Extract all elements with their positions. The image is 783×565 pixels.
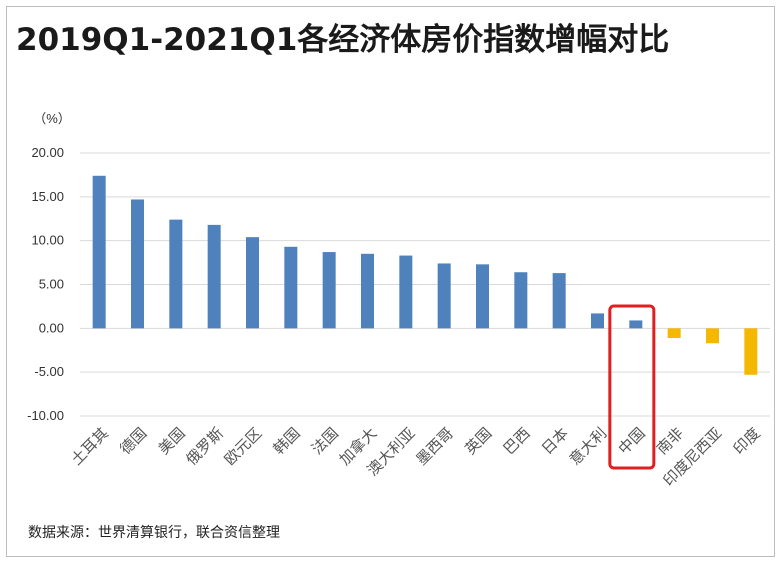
y-tick-label: 15.00 xyxy=(31,189,64,204)
data-source-note: 数据来源：世界清算银行，联合资信整理 xyxy=(28,525,280,541)
bar-巴西 xyxy=(514,272,528,329)
bar-意大利 xyxy=(591,313,604,329)
category-label: 巴西 xyxy=(500,424,534,458)
category-label: 欧元区 xyxy=(221,424,266,469)
category-label: 意大利 xyxy=(566,424,611,469)
category-label: 英国 xyxy=(461,424,495,458)
category-label: 韩国 xyxy=(270,424,304,458)
y-tick-label: 0.00 xyxy=(39,320,64,335)
bar-中国 xyxy=(629,320,643,329)
category-label: 墨西哥 xyxy=(412,424,457,469)
bar-土耳其 xyxy=(92,175,106,329)
bar-墨西哥 xyxy=(437,263,451,329)
category-label: 法国 xyxy=(308,424,342,458)
category-label: 美国 xyxy=(155,424,189,458)
category-label: 日本 xyxy=(538,424,572,458)
y-tick-label: -10.00 xyxy=(27,408,64,423)
bar-韩国 xyxy=(284,246,298,329)
category-label: 俄罗斯 xyxy=(182,424,227,469)
y-tick-label: -5.00 xyxy=(34,364,64,379)
y-tick-label: 10.00 xyxy=(31,233,64,248)
bar-澳大利亚 xyxy=(399,255,413,329)
y-axis-unit: （%） xyxy=(33,111,71,126)
bar-印度 xyxy=(744,328,758,375)
bar-日本 xyxy=(552,273,566,329)
category-label: 德国 xyxy=(116,424,150,458)
category-label: 土耳其 xyxy=(67,424,112,469)
category-label: 中国 xyxy=(615,424,649,458)
category-label: 印度 xyxy=(730,424,764,458)
bar-俄罗斯 xyxy=(207,224,221,329)
bar-欧元区 xyxy=(246,237,259,329)
chart-title: 2019Q1-2021Q1各经济体房价指数增幅对比 xyxy=(16,22,670,58)
bar-美国 xyxy=(169,219,183,329)
y-tick-label: 5.00 xyxy=(39,277,64,292)
highlight-box xyxy=(608,304,656,470)
bar-英国 xyxy=(476,264,489,329)
y-tick-label: 20.00 xyxy=(31,145,64,160)
bar-南非 xyxy=(667,328,681,338)
bar-加拿大 xyxy=(361,253,374,329)
category-label: 南非 xyxy=(653,424,687,458)
bar-法国 xyxy=(322,252,336,329)
bar-印度尼西亚 xyxy=(706,328,719,344)
bar-德国 xyxy=(131,199,144,329)
